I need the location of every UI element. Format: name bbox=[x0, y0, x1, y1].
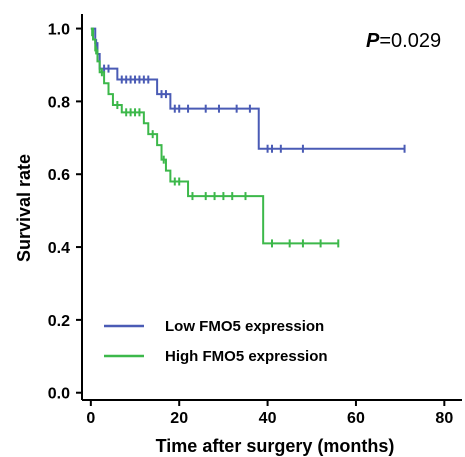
p-value-annotation: P=0.029 bbox=[366, 30, 441, 52]
series-line-low bbox=[90, 27, 405, 150]
axes bbox=[81, 14, 462, 401]
p-value-symbol: P bbox=[366, 30, 380, 52]
y-ticks: 0.0 0.2 0.4 0.6 0.8 1.0 bbox=[48, 22, 82, 403]
legend-label-low: Low FMO5 expression bbox=[165, 318, 324, 335]
series-line-high bbox=[90, 27, 339, 245]
legend: Low FMO5 expression High FMO5 expression bbox=[104, 318, 328, 365]
x-axis-title: Time after surgery (months) bbox=[156, 436, 395, 456]
y-tick-label: 0.6 bbox=[48, 167, 70, 184]
x-tick-label: 60 bbox=[347, 410, 365, 427]
y-axis-title: Survival rate bbox=[14, 154, 34, 262]
x-tick-label: 40 bbox=[259, 410, 277, 427]
p-value-number: =0.029 bbox=[379, 30, 441, 52]
series-layer bbox=[90, 27, 406, 248]
y-tick-label: 1.0 bbox=[48, 22, 70, 39]
x-tick-label: 80 bbox=[435, 410, 453, 427]
y-tick-label: 0.2 bbox=[48, 313, 70, 330]
legend-label-high: High FMO5 expression bbox=[165, 348, 328, 365]
x-tick-label: 0 bbox=[86, 410, 95, 427]
x-tick-label: 20 bbox=[170, 410, 188, 427]
x-ticks: 0 20 40 60 80 bbox=[86, 400, 453, 427]
y-tick-label: 0.4 bbox=[48, 240, 70, 257]
y-tick-label: 0.8 bbox=[48, 94, 70, 111]
y-tick-label: 0.0 bbox=[48, 386, 70, 403]
